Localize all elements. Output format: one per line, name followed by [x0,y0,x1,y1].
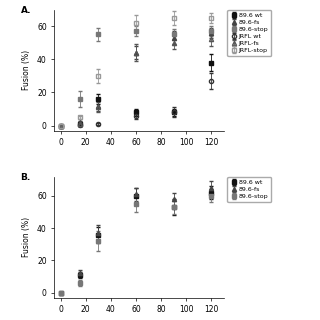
Text: A.: A. [20,6,31,15]
Legend: 89.6 wt, 89.6-fs, 89.6-stop, JRFL wt, JRFL-fs, JRFL-stop: 89.6 wt, 89.6-fs, 89.6-stop, JRFL wt, JR… [228,10,271,56]
Text: B.: B. [20,173,31,182]
Y-axis label: Fusion (%): Fusion (%) [22,50,31,90]
Y-axis label: Fusion (%): Fusion (%) [22,217,31,257]
Legend: 89.6 wt, 89.6-fs, 89.6-stop: 89.6 wt, 89.6-fs, 89.6-stop [228,177,271,202]
